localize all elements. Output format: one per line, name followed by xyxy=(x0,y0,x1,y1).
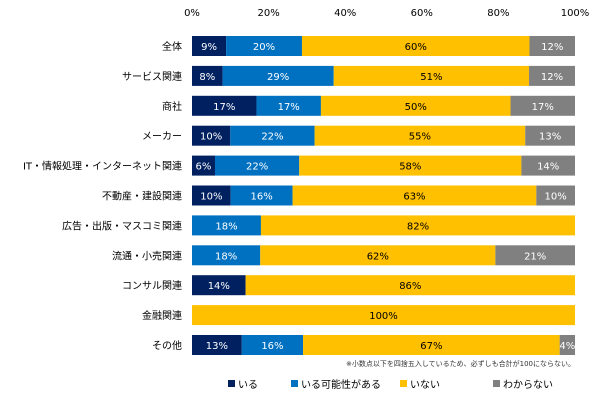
bar-segment xyxy=(301,36,530,56)
category-label: 流通・小売関連 xyxy=(112,249,182,262)
bar-segment xyxy=(529,65,575,86)
category-label: 不動産・建設関連 xyxy=(102,190,182,203)
data-label: 9% xyxy=(201,42,217,53)
data-label: 14% xyxy=(537,162,559,173)
legend-label: わからない xyxy=(503,379,553,391)
data-label: 82% xyxy=(407,221,429,232)
bar-segment xyxy=(536,185,575,206)
data-label: 14% xyxy=(208,281,230,292)
data-label: 18% xyxy=(215,221,237,232)
legend-label: いる xyxy=(238,379,258,391)
bar-segment xyxy=(192,245,261,266)
bar-segment xyxy=(230,185,293,206)
data-label: 86% xyxy=(399,281,421,292)
bar-segment xyxy=(333,65,530,86)
bar-segment xyxy=(214,155,300,176)
data-label: 21% xyxy=(524,251,546,262)
bar-segment xyxy=(260,215,575,236)
category-label: 全体 xyxy=(162,40,182,53)
x-tick-label: 0% xyxy=(184,8,200,19)
data-label: 60% xyxy=(405,42,427,53)
data-label: 20% xyxy=(253,42,275,53)
data-label: 17% xyxy=(532,102,554,113)
category-label: コンサル関連 xyxy=(122,279,182,292)
bar-segment xyxy=(529,36,575,56)
bar-segment xyxy=(510,95,575,116)
bar-segment xyxy=(192,215,261,236)
category-label: 金融関連 xyxy=(142,309,182,322)
bar-segment xyxy=(314,125,526,146)
data-label: 17% xyxy=(278,102,300,113)
data-label: 17% xyxy=(213,102,235,113)
legend-swatch xyxy=(493,380,500,387)
bar-segment xyxy=(192,335,242,355)
data-label: 63% xyxy=(403,192,425,203)
data-label: 12% xyxy=(541,42,563,53)
footnote: ※小数点以下を四捨五入しているため、必ずしも合計が100にならない。 xyxy=(346,359,575,368)
data-label: 18% xyxy=(215,251,237,262)
bar-segment xyxy=(192,95,257,116)
data-label: 22% xyxy=(246,162,268,173)
data-label: 6% xyxy=(196,162,212,173)
data-label: 100% xyxy=(369,311,398,322)
category-label: IT・情報処理・インターネット関連 xyxy=(23,160,182,173)
bar-segment xyxy=(192,305,575,326)
data-label: 10% xyxy=(200,192,222,203)
data-label: 22% xyxy=(261,132,283,143)
data-label: 55% xyxy=(409,132,431,143)
data-label: 12% xyxy=(541,72,563,83)
x-tick-label: 100% xyxy=(561,8,590,19)
category-label: その他 xyxy=(152,339,182,352)
bar-segment xyxy=(559,335,575,355)
data-label: 8% xyxy=(199,72,215,83)
bar-segment xyxy=(292,185,537,206)
category-label: 商社 xyxy=(162,100,182,113)
legend-swatch xyxy=(400,380,407,387)
bar-segment xyxy=(525,125,575,146)
category-label: 広告・出版・マスコミ関連 xyxy=(62,219,182,232)
bar-segment xyxy=(192,185,231,206)
bar-segment xyxy=(320,95,511,116)
x-tick-label: 20% xyxy=(257,8,279,19)
bar-segment xyxy=(192,125,231,146)
category-label: サービス関連 xyxy=(122,70,182,83)
data-label: 10% xyxy=(545,192,567,203)
data-label: 67% xyxy=(420,341,442,352)
category-label: メーカー xyxy=(142,131,182,143)
bar-segment xyxy=(245,275,575,296)
data-label: 51% xyxy=(420,72,442,83)
bar-segment xyxy=(192,36,227,56)
data-label: 10% xyxy=(200,132,222,143)
data-label: 62% xyxy=(367,251,389,262)
bar-segment xyxy=(303,335,560,355)
data-label: 50% xyxy=(405,102,427,113)
data-label: 16% xyxy=(261,341,283,352)
x-tick-label: 60% xyxy=(411,8,433,19)
bar-segment xyxy=(256,95,321,116)
bar-segment xyxy=(192,65,223,86)
data-label: 13% xyxy=(206,341,228,352)
bar-segment xyxy=(226,36,302,56)
bar-segment xyxy=(192,275,246,296)
bar-segment xyxy=(230,125,315,146)
bar-segment xyxy=(260,245,496,266)
data-label: 16% xyxy=(251,192,273,203)
bar-segment xyxy=(299,155,522,176)
bar-segment xyxy=(241,335,304,355)
legend-swatch xyxy=(291,380,298,387)
x-tick-label: 40% xyxy=(334,8,356,19)
data-label: 58% xyxy=(399,162,421,173)
bar-segment xyxy=(192,155,215,176)
bar-segment xyxy=(495,245,575,266)
x-tick-label: 80% xyxy=(487,8,509,19)
bar-segment xyxy=(222,65,334,86)
legend-swatch xyxy=(228,380,235,387)
data-label: 4% xyxy=(559,341,575,352)
legend-label: いない xyxy=(410,379,440,391)
bar-segment xyxy=(521,155,575,176)
legend-label: いる可能性がある xyxy=(301,378,381,391)
data-label: 13% xyxy=(539,132,561,143)
data-label: 29% xyxy=(267,72,289,83)
